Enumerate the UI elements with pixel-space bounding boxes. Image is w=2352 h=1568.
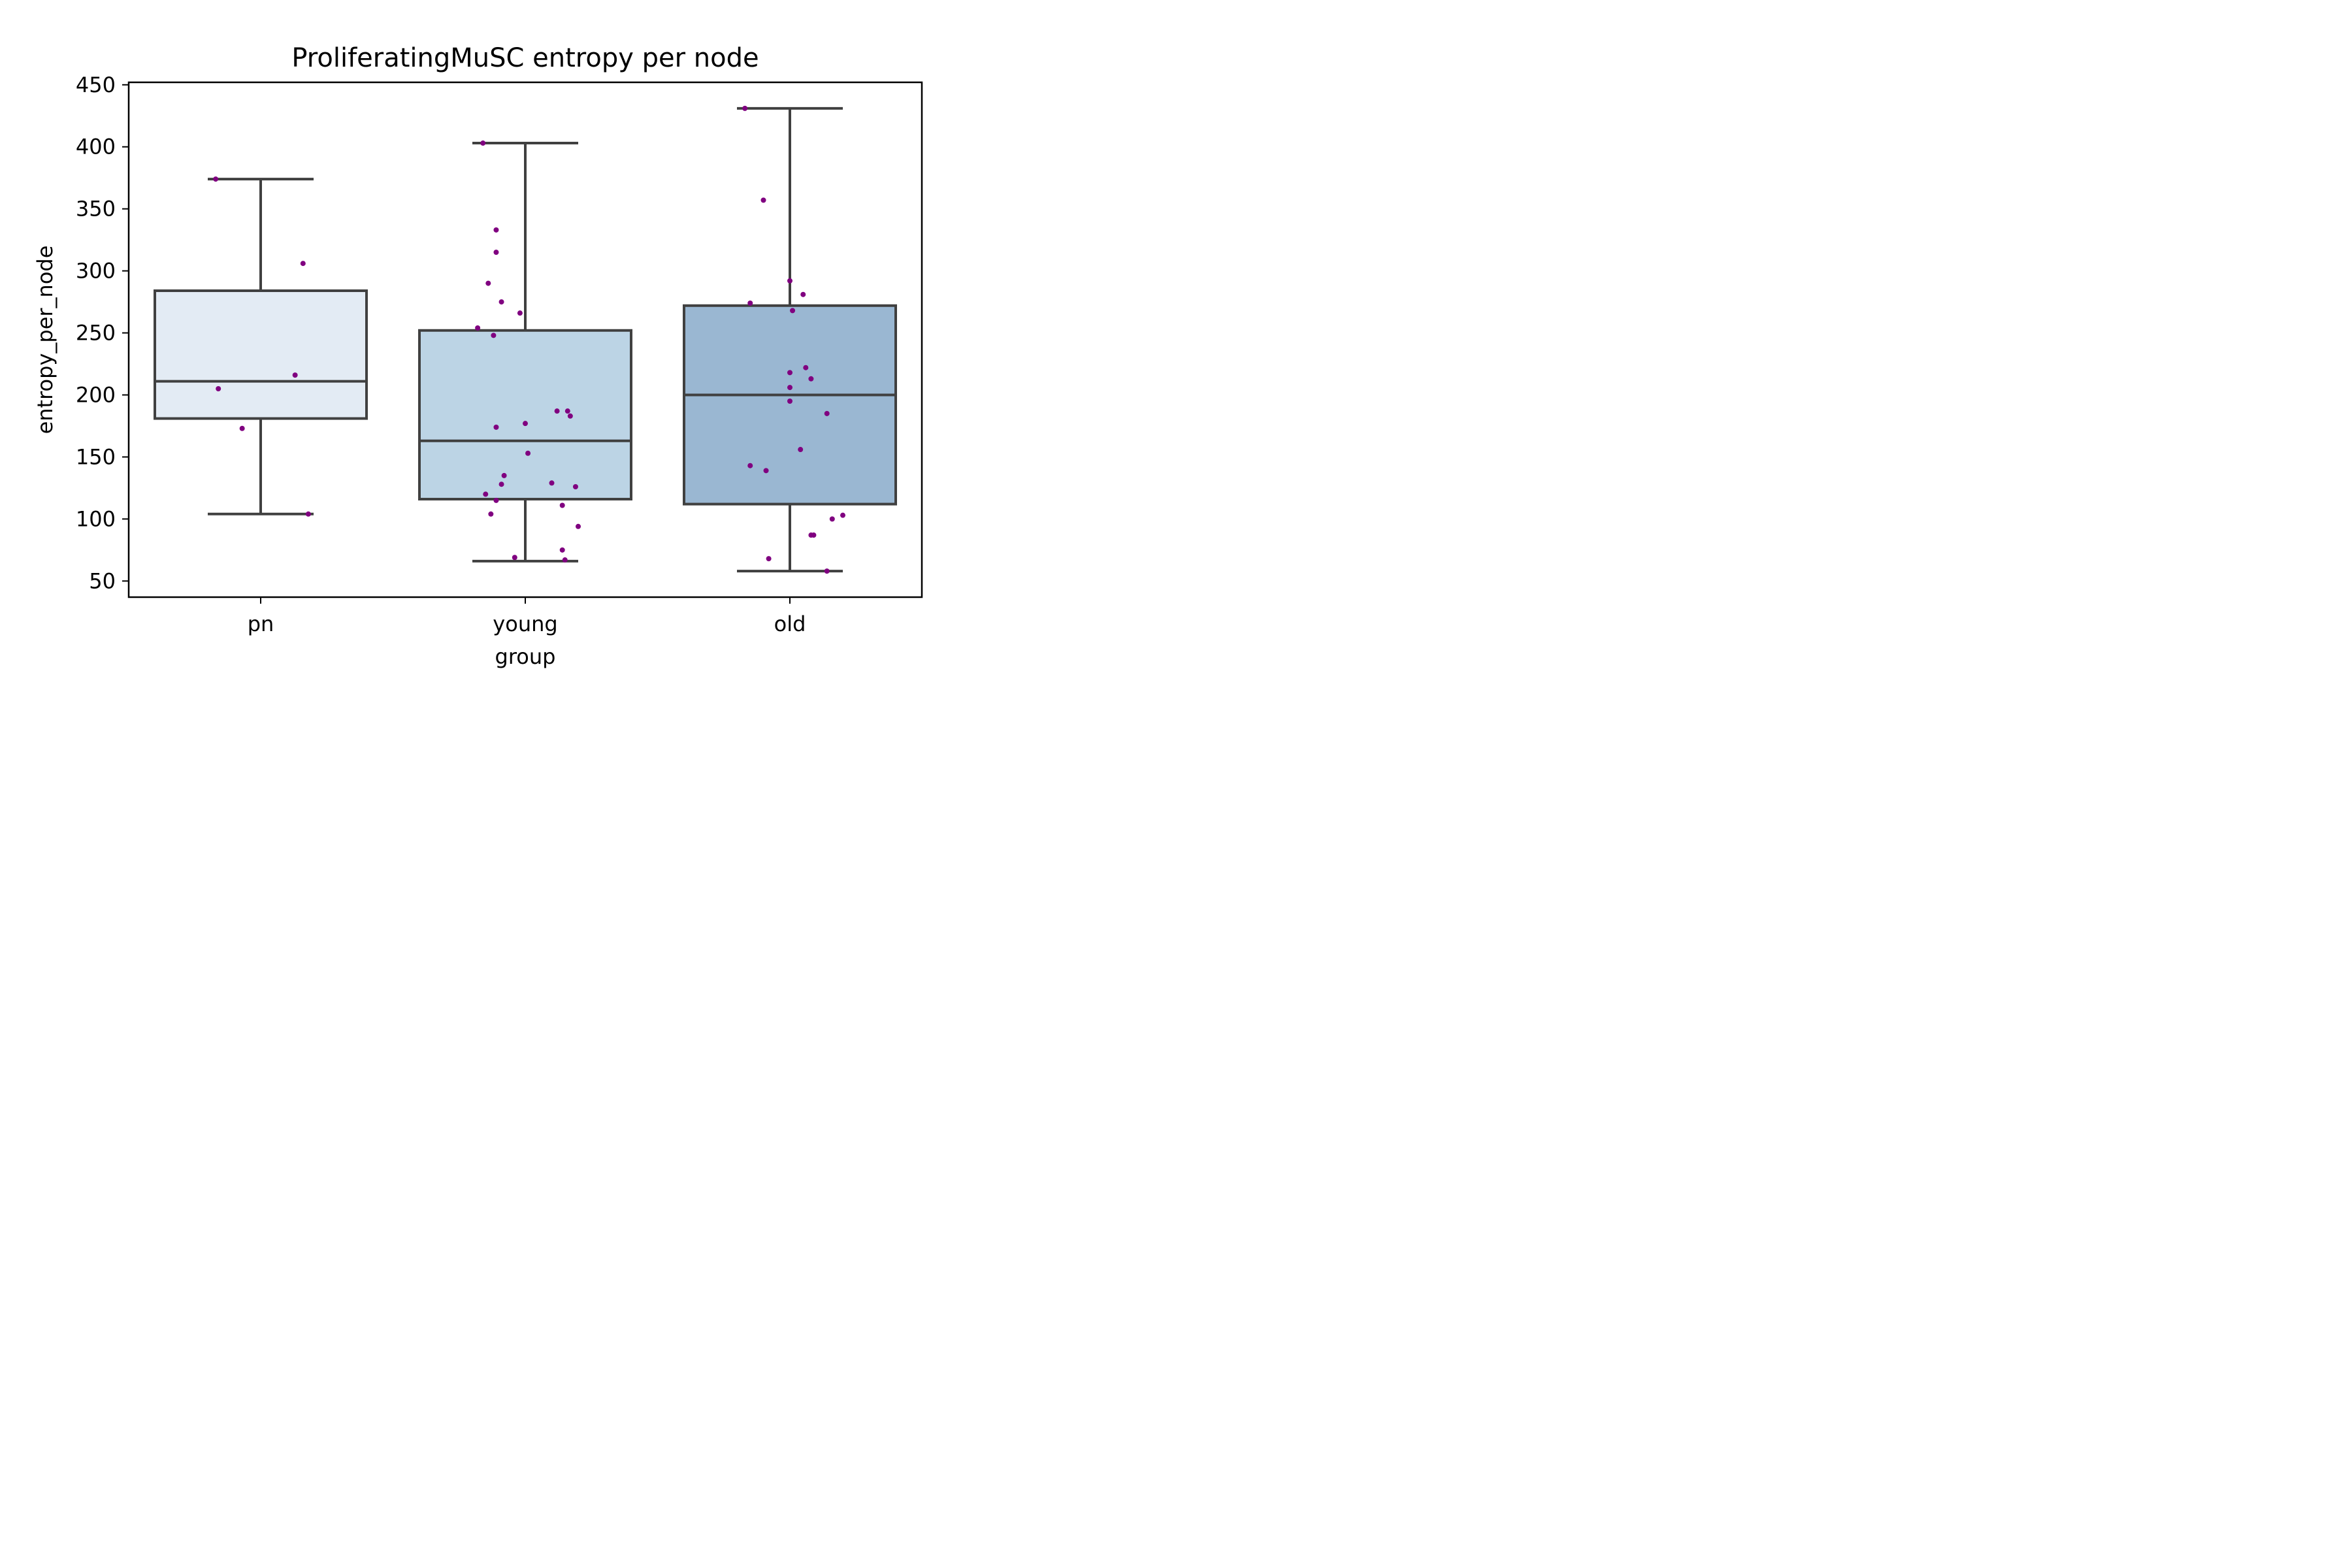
y-tick-label: 250	[76, 321, 116, 346]
data-point	[559, 502, 565, 508]
points-layer	[213, 105, 845, 574]
data-point	[549, 480, 555, 486]
data-point	[760, 197, 766, 203]
data-point	[305, 511, 311, 517]
data-point	[300, 261, 306, 267]
data-point	[559, 547, 565, 553]
data-point	[488, 511, 494, 517]
data-point	[493, 424, 499, 430]
y-axis-label: entropy_per_node	[33, 246, 57, 434]
data-point	[840, 512, 845, 518]
y-tick-label: 150	[76, 444, 116, 469]
plot-frame	[127, 81, 923, 598]
data-point	[493, 227, 499, 233]
iqr-box	[418, 329, 632, 500]
data-point	[808, 376, 814, 382]
y-tick-label: 200	[76, 382, 116, 407]
y-tick-label: 100	[76, 506, 116, 531]
data-point	[493, 497, 499, 503]
data-point	[292, 372, 298, 378]
data-point	[498, 482, 504, 487]
data-point	[747, 463, 753, 468]
x-tick-label: old	[774, 612, 806, 636]
data-point	[517, 310, 523, 316]
data-point	[787, 385, 792, 391]
axes-layer: 50 100 150 200 250 300 350 400 450 pn young old	[76, 73, 806, 636]
y-tick-label: 50	[89, 568, 116, 593]
data-point	[787, 278, 792, 284]
data-point	[747, 300, 753, 306]
data-point	[572, 484, 578, 490]
data-point	[567, 413, 573, 419]
data-point	[798, 447, 804, 453]
data-point	[824, 568, 830, 574]
data-point	[829, 516, 835, 522]
y-tick-label: 350	[76, 197, 116, 221]
data-point	[480, 140, 486, 146]
data-point	[523, 421, 528, 427]
data-point	[216, 386, 221, 392]
data-point	[803, 365, 809, 370]
y-tick-label: 400	[76, 135, 116, 159]
iqr-box	[683, 304, 897, 506]
x-tick-label: pn	[248, 612, 274, 636]
data-point	[493, 250, 499, 255]
y-tick-label: 450	[76, 73, 116, 97]
data-point	[576, 523, 581, 529]
data-point	[498, 299, 504, 305]
data-point	[787, 398, 792, 404]
data-point	[475, 325, 481, 331]
data-point	[800, 291, 806, 297]
data-point	[483, 491, 489, 497]
y-tick-label: 300	[76, 259, 116, 284]
chart-title: ProliferatingMuSC entropy per node	[291, 43, 759, 73]
iqr-box	[154, 289, 368, 420]
data-point	[485, 280, 491, 286]
data-point	[766, 556, 772, 562]
data-point	[562, 557, 568, 563]
data-point	[239, 425, 245, 431]
boxes-layer	[154, 106, 897, 573]
data-point	[512, 555, 517, 561]
box-pn	[154, 178, 368, 515]
box-young	[418, 142, 632, 563]
data-point	[790, 308, 796, 314]
data-point	[824, 410, 830, 416]
data-point	[491, 333, 497, 338]
data-point	[554, 408, 560, 414]
data-point	[525, 450, 531, 456]
data-point	[742, 105, 748, 111]
box-plot-chart: ProliferatingMuSC entropy per node entro…	[33, 43, 923, 669]
data-point	[564, 408, 570, 414]
data-point	[787, 370, 792, 376]
x-tick-label: young	[493, 612, 557, 636]
data-point	[763, 468, 769, 474]
data-point	[811, 532, 817, 538]
x-axis-label: group	[495, 644, 556, 669]
box-old	[683, 106, 897, 573]
data-point	[501, 472, 507, 478]
data-point	[213, 176, 219, 182]
